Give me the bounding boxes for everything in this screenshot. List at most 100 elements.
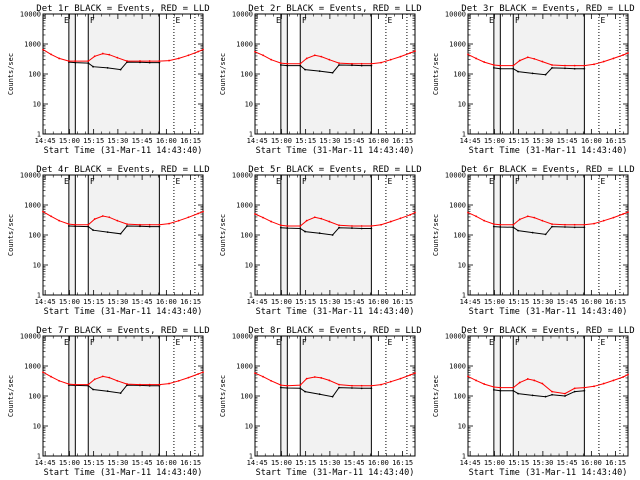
data-point xyxy=(338,226,340,229)
data-point xyxy=(74,225,77,228)
x-axis-label: Start Time (31-Mar-11 14:43:40) xyxy=(44,468,203,478)
y-tick-label: 100 xyxy=(240,232,253,240)
x-tick-label: 15:45 xyxy=(557,298,578,306)
x-tick-label: 16:15 xyxy=(605,298,626,306)
data-point xyxy=(512,67,515,70)
data-point xyxy=(526,56,529,59)
data-point xyxy=(573,387,576,390)
data-point xyxy=(50,375,52,378)
chart-panel: Det 2r BLACK = Events, RED = LLD 1 10 100 10… xyxy=(219,4,422,156)
data-point xyxy=(544,233,547,236)
series-line xyxy=(280,387,372,398)
data-point xyxy=(328,220,331,223)
x-tick-label: 16:15 xyxy=(180,459,201,467)
data-point xyxy=(286,62,289,65)
data-point xyxy=(389,220,392,223)
x-tick-label: 16:15 xyxy=(392,137,413,145)
interval-mark: E xyxy=(489,338,494,347)
data-point xyxy=(328,379,331,382)
interval-mark: F xyxy=(515,177,520,186)
data-point xyxy=(360,64,363,67)
data-point xyxy=(126,223,128,226)
data-point xyxy=(74,223,77,226)
chart-title: Det 1r BLACK = Events, RED = LLD xyxy=(36,4,209,14)
data-point xyxy=(87,223,90,226)
x-tick-label: 16:00 xyxy=(156,298,177,306)
data-point xyxy=(299,64,302,67)
data-point xyxy=(299,387,302,390)
chart-title: Det 2r BLACK = Events, RED = LLD xyxy=(248,4,421,14)
x-tick-label: 15:15 xyxy=(295,459,316,467)
data-point xyxy=(380,383,382,386)
data-point xyxy=(126,60,128,62)
y-tick-label: 1 xyxy=(37,131,41,139)
data-point xyxy=(286,64,289,67)
series-line xyxy=(68,61,160,71)
y-tick-label: 100 xyxy=(28,232,41,240)
data-point xyxy=(483,61,486,63)
data-point xyxy=(299,384,302,387)
data-point xyxy=(583,389,586,392)
data-point xyxy=(492,386,495,388)
x-tick-label: 15:00 xyxy=(59,298,80,306)
data-point xyxy=(305,219,308,222)
data-point xyxy=(467,53,469,56)
y-tick-label: 1000 xyxy=(24,202,41,210)
y-tick-label: 1000 xyxy=(24,41,41,49)
chart-title: Det 3r BLACK = Events, RED = LLD xyxy=(461,4,634,14)
data-point xyxy=(551,390,553,393)
x-tick-label: 16:15 xyxy=(180,137,201,145)
data-point xyxy=(87,62,90,65)
data-point xyxy=(518,218,521,221)
y-tick-label: 1000 xyxy=(236,202,253,210)
data-point xyxy=(499,226,502,228)
data-point xyxy=(158,225,161,228)
y-axis-label: Counts/sec xyxy=(7,53,15,95)
y-tick-label: 100 xyxy=(453,393,466,401)
data-point xyxy=(168,222,170,225)
data-point xyxy=(409,374,412,376)
interval-mark: E xyxy=(176,338,181,347)
x-tick-label: 15:45 xyxy=(344,298,365,306)
interval-mark: E xyxy=(601,338,606,347)
x-tick-label: 15:30 xyxy=(532,137,553,145)
data-point xyxy=(254,50,256,53)
data-point xyxy=(627,211,629,213)
x-tick-label: 15:00 xyxy=(484,459,505,467)
data-point xyxy=(254,213,256,215)
data-point xyxy=(622,54,625,56)
interval-mark: E xyxy=(388,177,393,186)
data-point xyxy=(87,60,90,62)
data-point xyxy=(564,64,566,67)
data-point xyxy=(526,215,529,218)
data-point xyxy=(328,58,331,61)
x-tick-label: 16:00 xyxy=(368,298,389,306)
data-point xyxy=(299,225,302,227)
x-tick-label: 14:45 xyxy=(247,298,268,306)
x-tick-label: 15:30 xyxy=(319,137,340,145)
y-tick-label: 10000 xyxy=(20,11,41,19)
interval-mark: F xyxy=(302,177,307,186)
data-point xyxy=(270,58,273,61)
shaded-interval xyxy=(280,175,288,295)
data-point xyxy=(42,210,44,213)
y-tick-label: 10000 xyxy=(445,333,466,341)
x-tick-label: 16:15 xyxy=(180,298,201,306)
y-tick-label: 1000 xyxy=(449,202,466,210)
data-point xyxy=(320,55,323,58)
y-tick-label: 1000 xyxy=(236,41,253,49)
data-point xyxy=(93,218,96,220)
x-tick-label: 16:15 xyxy=(605,459,626,467)
data-point xyxy=(108,216,111,219)
data-point xyxy=(370,62,373,65)
x-tick-label: 15:30 xyxy=(107,459,128,467)
data-point xyxy=(116,219,119,222)
data-point xyxy=(492,64,495,66)
data-point xyxy=(101,215,104,217)
data-point xyxy=(541,382,544,385)
chart-panel: Det 8r BLACK = Events, RED = LLD 1 10 100 10… xyxy=(219,326,422,478)
y-tick-label: 1 xyxy=(249,131,253,139)
data-point xyxy=(602,219,605,222)
data-point xyxy=(627,52,629,54)
data-point xyxy=(148,383,151,386)
